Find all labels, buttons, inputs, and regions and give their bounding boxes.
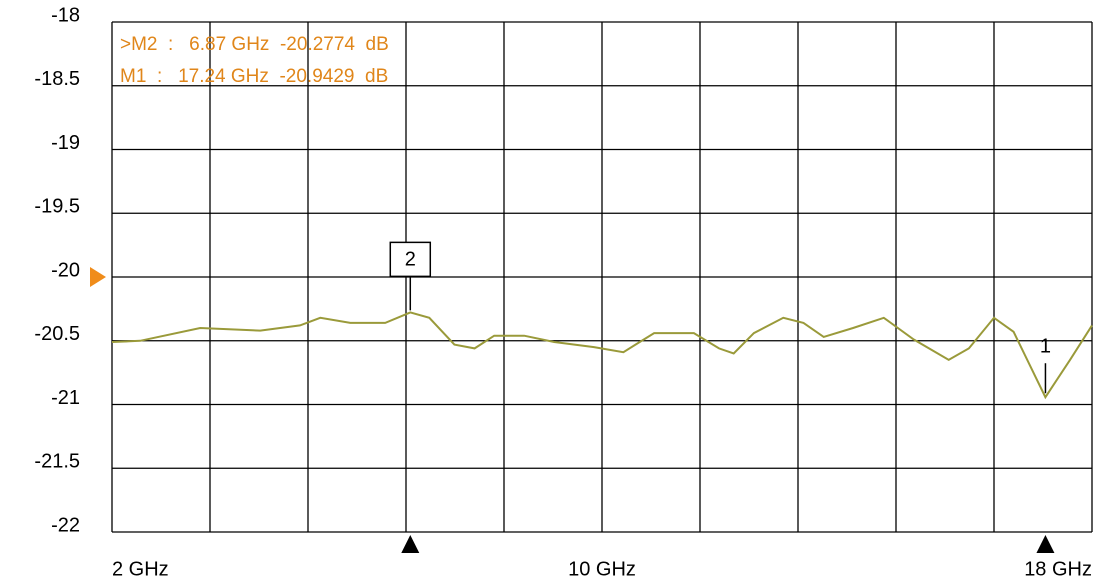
y-tick-label: -21.5 bbox=[34, 451, 80, 473]
y-tick-label: -18 bbox=[51, 4, 80, 26]
y-tick-label: -22 bbox=[51, 514, 80, 536]
y-tick-label: -19 bbox=[51, 132, 80, 154]
marker-label: 2 bbox=[405, 249, 416, 271]
marker-label: 1 bbox=[1040, 336, 1051, 358]
y-tick-label: -20.5 bbox=[34, 323, 80, 345]
y-tick-label: -20 bbox=[51, 259, 80, 281]
reference-level-marker bbox=[90, 267, 106, 287]
y-tick-label: -19.5 bbox=[34, 196, 80, 218]
marker-box bbox=[389, 241, 432, 278]
y-tick-label: -18.5 bbox=[34, 68, 80, 90]
y-tick-label: -21 bbox=[51, 387, 80, 409]
marker-readout: >M2 : 6.87 GHz -20.2774 dB bbox=[120, 34, 389, 55]
x-tick-label: 18 GHz bbox=[1024, 558, 1092, 580]
marker-bottom-triangle bbox=[1036, 535, 1055, 553]
marker-bottom-triangle bbox=[401, 535, 420, 553]
x-tick-label: 10 GHz bbox=[568, 558, 636, 580]
trace bbox=[111, 311, 1093, 400]
marker-readout: M1 : 17.24 GHz -20.9429 dB bbox=[120, 66, 388, 87]
x-tick-label: 2 GHz bbox=[112, 558, 169, 580]
